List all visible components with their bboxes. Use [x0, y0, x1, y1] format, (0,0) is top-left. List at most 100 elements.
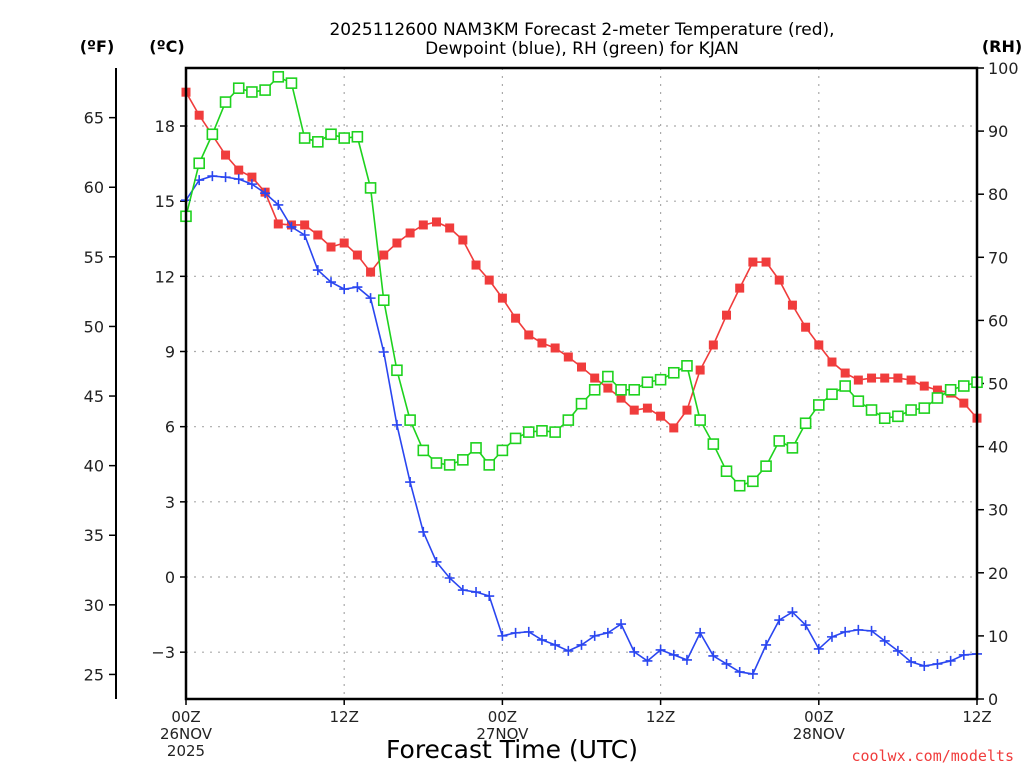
- dewpoint-point: [365, 293, 376, 304]
- temperature-point: [234, 165, 244, 175]
- fahrenheit-tick-label: 40: [84, 457, 104, 476]
- dewpoint-point: [958, 649, 969, 660]
- dewpoint-point: [826, 631, 837, 642]
- rh-point: [602, 370, 614, 383]
- dewpoint-point: [299, 229, 310, 240]
- rh-point: [298, 132, 311, 144]
- dewpoint-point: [906, 656, 917, 667]
- temperature-point: [392, 238, 402, 248]
- temperature-point: [247, 172, 257, 182]
- dewpoint-line: [185, 175, 978, 675]
- dewpoint-point: [563, 645, 574, 656]
- rh-point: [206, 128, 219, 141]
- dewpoint-point: [550, 639, 561, 650]
- temperature-point: [445, 223, 455, 233]
- fahrenheit-tick-label: 45: [84, 387, 104, 406]
- rh-point: [443, 459, 456, 471]
- credit-link[interactable]: coolwx.com/modelts: [851, 747, 1014, 765]
- dewpoint-point: [576, 639, 587, 650]
- fahrenheit-tick-label: 30: [84, 596, 104, 615]
- rh-point: [720, 465, 733, 478]
- dewpoint-point: [457, 585, 468, 596]
- temperature-point: [194, 110, 204, 120]
- rh-point: [377, 294, 390, 307]
- rh-point: [509, 432, 522, 445]
- celsius-tick-label: 18: [155, 117, 175, 136]
- temperature-point: [221, 150, 231, 160]
- rh-point: [628, 384, 641, 396]
- dewpoint-point: [945, 655, 956, 666]
- time-tick-label: 26NOV: [160, 725, 213, 743]
- fahrenheit-tick-label: 25: [84, 665, 104, 684]
- dewpoint-point: [695, 627, 706, 638]
- celsius-tick-label: −3: [151, 643, 175, 662]
- rh-point: [325, 128, 337, 141]
- rh-point: [259, 84, 271, 96]
- time-tick-label: 12Z: [646, 708, 675, 726]
- dewpoint-point: [813, 643, 824, 654]
- rh-point: [826, 388, 838, 401]
- dewpoint-point: [431, 556, 442, 567]
- rh-axis-unit: (RH): [982, 37, 1022, 56]
- rh-point: [773, 435, 786, 447]
- rh-tick-label: 20: [988, 564, 1008, 583]
- temperature-point: [932, 385, 942, 395]
- dewpoint-point: [932, 658, 943, 669]
- rh-tick-label: 60: [988, 311, 1008, 330]
- series-layer: [180, 71, 983, 679]
- rh-tick-label: 100: [988, 59, 1019, 78]
- rh-point: [536, 425, 548, 437]
- dewpoint-point: [260, 188, 271, 199]
- dewpoint-point: [312, 265, 323, 276]
- dewpoint-point: [642, 655, 653, 666]
- dewpoint-point: [892, 645, 903, 656]
- temperature-point: [616, 393, 626, 403]
- dewpoint-point: [840, 626, 851, 637]
- rh-tick-label: 40: [988, 438, 1008, 457]
- time-tick-label: 12Z: [962, 708, 991, 726]
- dewpoint-point: [471, 587, 482, 598]
- dewpoint-point: [484, 591, 495, 602]
- series-rh: [180, 71, 983, 492]
- rh-point: [667, 366, 680, 379]
- rh-point: [654, 373, 667, 386]
- dewpoint-point: [721, 658, 732, 669]
- chart-title-line-2: Dewpoint (blue), RH (green) for KJAN: [425, 39, 739, 59]
- temperature-point: [431, 217, 441, 227]
- dewpoint-point: [761, 639, 772, 650]
- celsius-tick-label: 6: [165, 418, 175, 437]
- dewpoint-point: [233, 174, 244, 185]
- dewpoint-point: [339, 284, 350, 295]
- dewpoint-point: [774, 615, 785, 626]
- rh-point: [575, 397, 588, 410]
- temperature-point: [919, 381, 929, 391]
- temperature-point: [893, 373, 903, 383]
- dewpoint-point: [405, 477, 416, 488]
- dewpoint-point: [866, 625, 877, 636]
- dewpoint-point: [681, 654, 692, 665]
- rh-point: [351, 130, 364, 143]
- temperature-point: [708, 340, 718, 350]
- fahrenheit-tick-label: 50: [84, 317, 104, 336]
- temperature-point: [774, 275, 784, 285]
- celsius-tick-label: 0: [165, 568, 175, 587]
- dewpoint-point: [444, 573, 455, 584]
- rh-point: [615, 384, 627, 396]
- temperature-point: [603, 383, 613, 393]
- rh-point: [733, 479, 746, 492]
- temperature-point: [656, 411, 666, 421]
- rh-tick-label: 90: [988, 122, 1008, 141]
- dewpoint-point: [589, 630, 600, 641]
- rh-point: [707, 438, 720, 450]
- temperature-point: [629, 405, 639, 415]
- temperature-point: [511, 313, 521, 323]
- rh-point: [470, 442, 482, 454]
- rh-point: [338, 132, 351, 144]
- rh-point: [641, 376, 654, 389]
- rh-point: [760, 460, 772, 472]
- plot-frame: [184, 66, 979, 701]
- dewpoint-point: [510, 627, 521, 638]
